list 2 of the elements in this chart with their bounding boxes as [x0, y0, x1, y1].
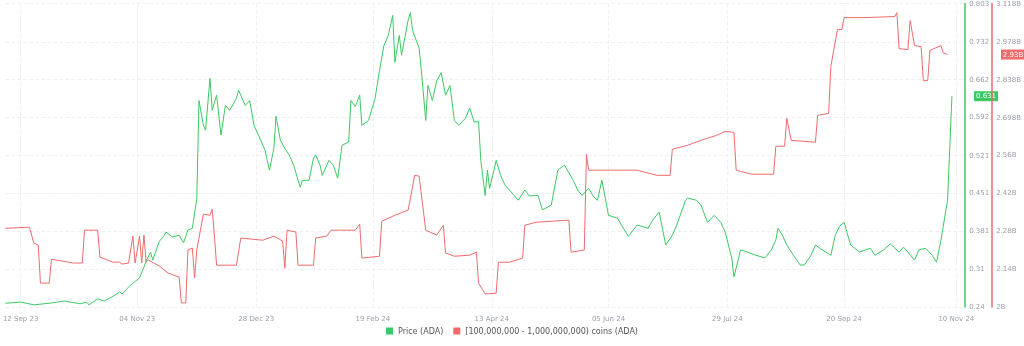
legend-label: [100,000,000 - 1,000,000,000) coins (ADA): [465, 326, 638, 336]
legend-label: Price (ADA): [398, 326, 444, 336]
